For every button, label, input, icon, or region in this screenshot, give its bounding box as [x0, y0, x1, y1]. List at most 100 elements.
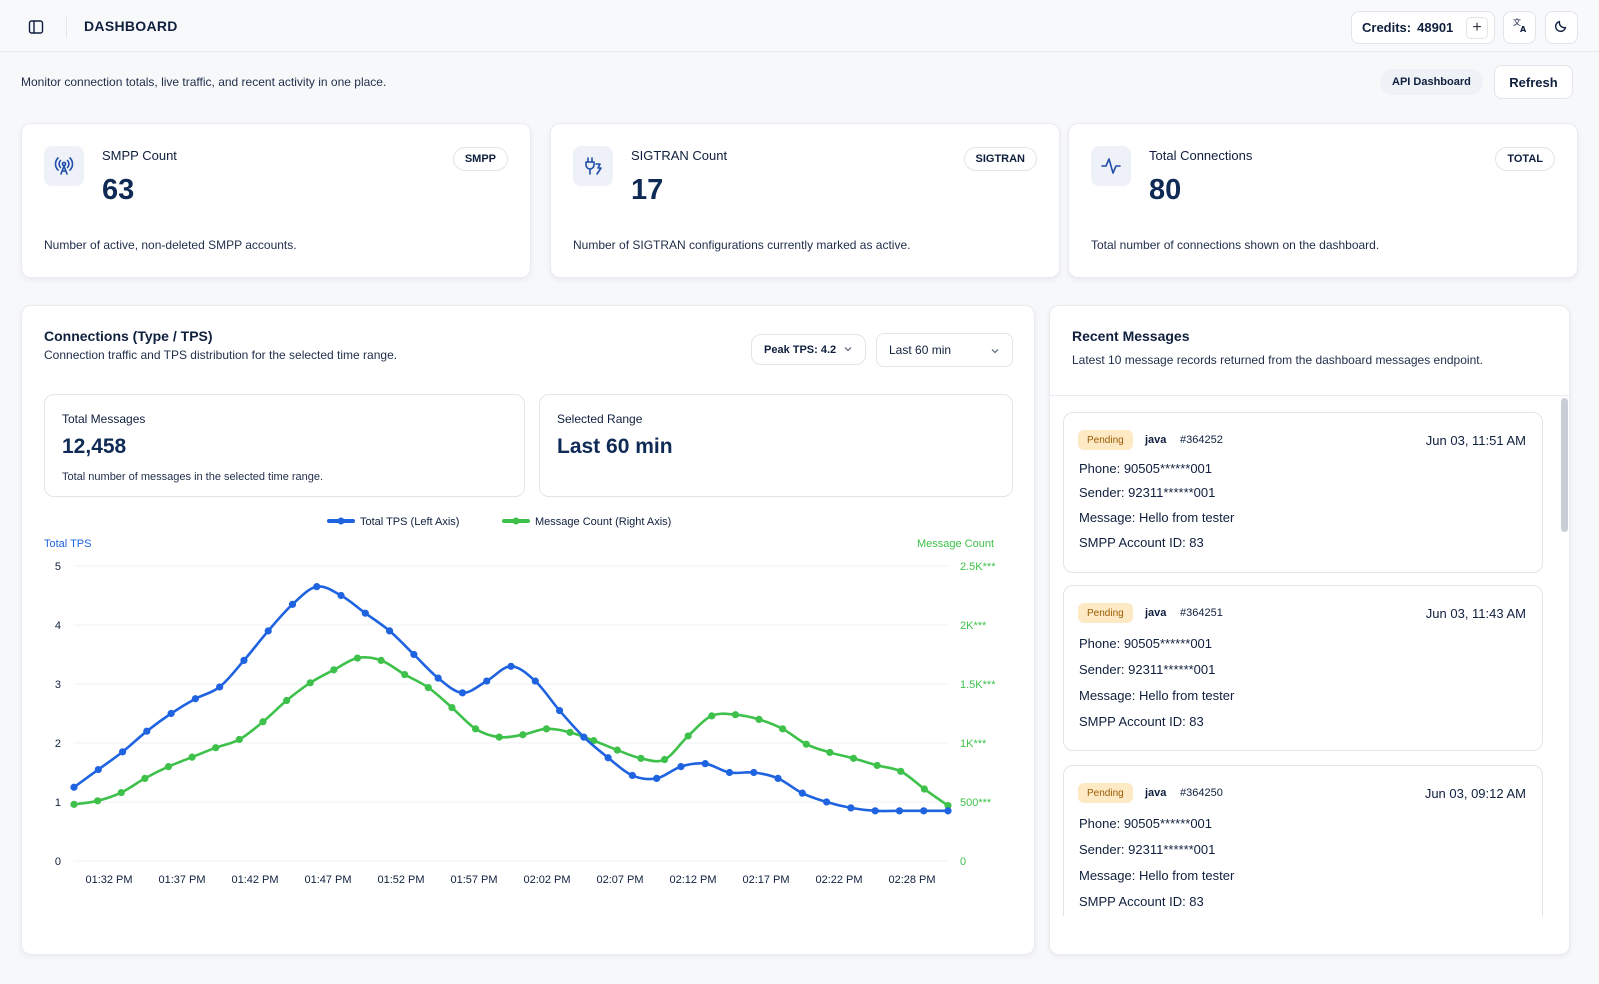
connections-title: Connections (Type / TPS): [44, 328, 213, 344]
tps-data-point: [410, 650, 418, 659]
stat-label: Total Connections: [1149, 148, 1253, 163]
message-count-data-point: [708, 712, 716, 720]
left-axis-tick-label: 4: [55, 620, 61, 632]
tps-data-point: [434, 674, 442, 682]
stat-badge: SMPP: [452, 147, 508, 171]
message-count-data-point: [802, 740, 810, 748]
refresh-button[interactable]: Refresh: [1494, 65, 1573, 99]
message-phone: Phone: 90505******001: [1079, 816, 1213, 831]
peak-tps-select[interactable]: Peak TPS: 4.2: [751, 334, 866, 365]
x-axis-tick-label: 02:28 PM: [888, 874, 935, 886]
message-time: Jun 03, 11:43 AM: [1425, 606, 1526, 621]
message-card[interactable]: Pending java #364250 Jun 03, 09:12 AM Ph…: [1063, 765, 1543, 916]
sigtran-count-card: SIGTRAN Count 17 SIGTRAN Number of SIGTR…: [550, 123, 1060, 278]
message-count-data-point: [117, 788, 125, 797]
tps-data-point: [944, 807, 952, 815]
theme-toggle-button[interactable]: [1545, 11, 1578, 44]
message-count-data-point: [849, 754, 858, 762]
tps-data-point: [653, 774, 661, 782]
message-count-data-point: [873, 761, 881, 770]
messages-scrollbar[interactable]: [1561, 398, 1568, 532]
message-card[interactable]: Pending java #364251 Jun 03, 11:43 AM Ph…: [1063, 585, 1543, 751]
x-axis-tick-label: 02:07 PM: [596, 874, 643, 886]
tps-data-point: [774, 774, 782, 782]
api-dashboard-button[interactable]: API Dashboard: [1380, 69, 1483, 95]
mini-label: Total Messages: [62, 412, 146, 426]
tps-data-point: [143, 727, 151, 735]
left-axis-tick-label: 0: [55, 856, 61, 868]
left-axis-label: Total TPS: [44, 538, 92, 550]
tps-data-point: [313, 583, 321, 591]
tps-data-point: [847, 804, 855, 812]
tps-data-point: [94, 765, 102, 774]
stat-value: 80: [1149, 174, 1182, 206]
plug-icon: [573, 146, 613, 186]
stat-badge: TOTAL: [1495, 147, 1555, 171]
status-badge: Pending: [1078, 430, 1133, 450]
x-axis-tick-label: 02:02 PM: [523, 874, 570, 886]
x-axis-tick-label: 01:47 PM: [304, 874, 351, 886]
add-credits-button[interactable]: +: [1466, 17, 1488, 39]
x-axis-tick-label: 02:12 PM: [669, 874, 716, 886]
x-axis-tick-label: 01:37 PM: [158, 874, 205, 886]
message-count-data-point: [94, 797, 102, 805]
message-count-data-point: [660, 755, 669, 764]
sidebar-toggle-icon[interactable]: [26, 17, 46, 37]
mini-description: Total number of messages in the selected…: [62, 471, 324, 483]
tps-data-point: [167, 709, 175, 718]
moon-icon: [1554, 17, 1570, 38]
message-count-data-point: [259, 718, 267, 726]
left-axis-tick-label: 1: [55, 797, 61, 809]
message-account: SMPP Account ID: 83: [1079, 714, 1204, 729]
tps-data-point: [701, 760, 709, 768]
right-axis-tick-label: 2.5K***: [960, 561, 996, 573]
message-count-data-point: [282, 696, 291, 705]
message-account: SMPP Account ID: 83: [1079, 535, 1204, 550]
left-axis-tick-label: 3: [55, 679, 61, 691]
left-axis-tick-label: 5: [55, 561, 61, 573]
message-count-data-point: [755, 715, 763, 723]
message-sender: Sender: 92311******001: [1079, 842, 1216, 857]
tps-data-point: [798, 789, 806, 797]
credits-label: Credits:: [1362, 20, 1412, 35]
stat-value: 63: [102, 174, 135, 206]
antenna-icon: [44, 146, 84, 186]
message-count-data-point: [613, 746, 621, 754]
total-connections-card: Total Connections 80 TOTAL Total number …: [1068, 123, 1578, 278]
message-count-data-point: [141, 774, 149, 782]
message-count-data-point: [779, 725, 787, 733]
message-count-data-point: [164, 763, 173, 771]
connections-subtitle: Connection traffic and TPS distribution …: [44, 348, 398, 362]
tps-data-point: [628, 771, 636, 780]
message-phone: Phone: 90505******001: [1079, 461, 1213, 476]
right-axis-tick-label: 500***: [960, 797, 992, 809]
message-card[interactable]: Pending java #364252 Jun 03, 11:51 AM Ph…: [1063, 412, 1543, 573]
message-count-data-point: [944, 801, 952, 810]
tps-data-point: [458, 689, 467, 697]
mini-value: 12,458: [62, 435, 127, 458]
tps-data-point: [361, 609, 369, 617]
x-axis-tick-label: 02:17 PM: [742, 874, 789, 886]
time-range-select[interactable]: Last 60 min: [876, 333, 1013, 367]
tps-data-point: [483, 677, 491, 685]
message-count-data-point: [920, 785, 928, 793]
tps-data-point: [750, 768, 758, 777]
tps-data-point: [216, 683, 224, 691]
message-count-data-point: [330, 666, 338, 674]
tps-data-point: [920, 807, 928, 815]
tps-data-point: [70, 783, 78, 791]
x-axis-tick-label: 01:52 PM: [377, 874, 424, 886]
chevron-down-icon: [990, 345, 1000, 359]
tps-series-line: [73, 585, 948, 813]
message-count-data-point: [826, 748, 834, 757]
message-protocol: java: [1145, 607, 1167, 619]
tps-data-point: [555, 706, 564, 715]
right-axis-tick-label: 1K***: [960, 738, 987, 750]
message-count-data-point: [495, 733, 503, 741]
message-count-data-point: [566, 728, 574, 736]
tps-data-point: [895, 807, 904, 815]
status-badge: Pending: [1078, 783, 1133, 803]
